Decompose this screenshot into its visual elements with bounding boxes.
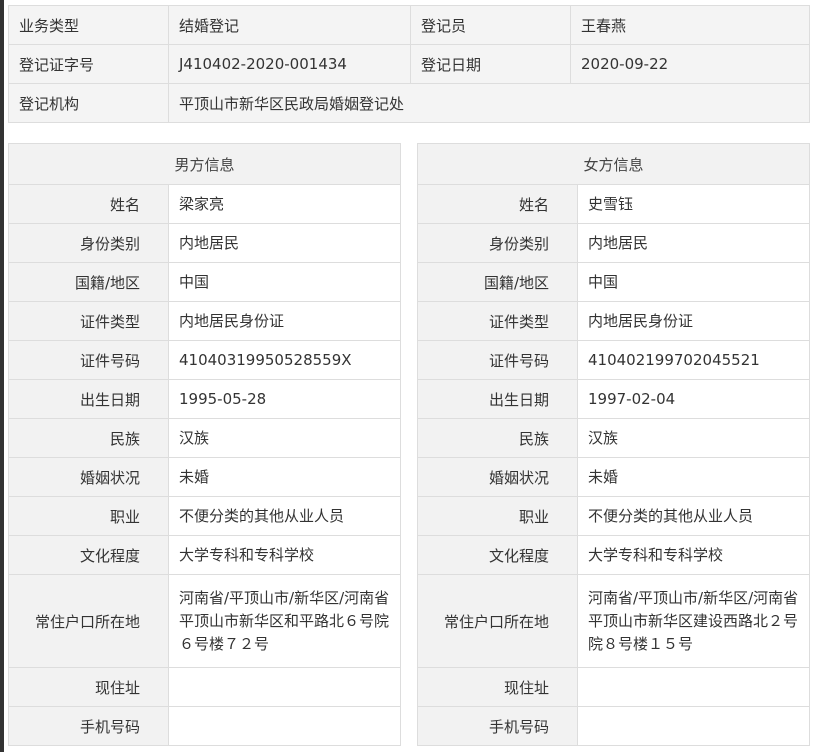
field-label: 姓名 bbox=[8, 184, 169, 224]
date-label: 登记日期 bbox=[410, 44, 571, 84]
table-row: 民族 汉族 bbox=[8, 418, 401, 458]
office-value: 平顶山市新华区民政局婚姻登记处 bbox=[168, 83, 810, 123]
field-label: 证件号码 bbox=[417, 340, 578, 380]
field-label: 身份类别 bbox=[417, 223, 578, 263]
field-value: 不便分类的其他从业人员 bbox=[168, 496, 401, 536]
field-value: 梁家亮 bbox=[168, 184, 401, 224]
registrar-value: 王春燕 bbox=[570, 5, 810, 45]
field-value: 1997-02-04 bbox=[577, 379, 810, 419]
field-value: 41040319950528559X bbox=[168, 340, 401, 380]
field-value: 河南省/平顶山市/新华区/河南省平顶山市新华区和平路北６号院６号楼７２号 bbox=[168, 574, 401, 668]
field-label: 民族 bbox=[8, 418, 169, 458]
table-row: 姓名 史雪钰 bbox=[417, 184, 810, 224]
table-row: 国籍/地区 中国 bbox=[8, 262, 401, 302]
field-value: 内地居民 bbox=[168, 223, 401, 263]
field-value: 河南省/平顶山市/新华区/河南省平顶山市新华区建设西路北２号院８号楼１５号 bbox=[577, 574, 810, 668]
male-info-title: 男方信息 bbox=[8, 143, 401, 185]
field-value: 未婚 bbox=[577, 457, 810, 497]
table-row: 现住址 bbox=[417, 667, 810, 707]
field-label: 职业 bbox=[417, 496, 578, 536]
table-row: 证件号码 410402199702045521 bbox=[417, 340, 810, 380]
field-label: 国籍/地区 bbox=[417, 262, 578, 302]
field-label: 身份类别 bbox=[8, 223, 169, 263]
female-info-title: 女方信息 bbox=[417, 143, 810, 185]
table-row: 手机号码 bbox=[417, 706, 810, 746]
field-value bbox=[168, 706, 401, 746]
cert-no-value: J410402-2020-001434 bbox=[168, 44, 411, 84]
field-label: 职业 bbox=[8, 496, 169, 536]
table-row: 婚姻状况 未婚 bbox=[8, 457, 401, 497]
date-value: 2020-09-22 bbox=[570, 44, 810, 84]
field-label: 文化程度 bbox=[8, 535, 169, 575]
table-row: 手机号码 bbox=[8, 706, 401, 746]
field-value: 中国 bbox=[577, 262, 810, 302]
registrar-label: 登记员 bbox=[410, 5, 571, 45]
field-label: 出生日期 bbox=[417, 379, 578, 419]
table-row: 文化程度 大学专科和专科学校 bbox=[8, 535, 401, 575]
field-label: 姓名 bbox=[417, 184, 578, 224]
field-value bbox=[577, 667, 810, 707]
table-row: 常住户口所在地 河南省/平顶山市/新华区/河南省平顶山市新华区建设西路北２号院８号… bbox=[417, 574, 810, 668]
field-value: 未婚 bbox=[168, 457, 401, 497]
table-row: 职业 不便分类的其他从业人员 bbox=[417, 496, 810, 536]
registration-summary-table: 业务类型 结婚登记 登记员 王春燕 登记证字号 J410402-2020-001… bbox=[8, 5, 810, 123]
field-label: 婚姻状况 bbox=[417, 457, 578, 497]
table-row: 登记证字号 J410402-2020-001434 登记日期 2020-09-2… bbox=[8, 44, 810, 84]
table-row: 业务类型 结婚登记 登记员 王春燕 bbox=[8, 5, 810, 45]
field-value bbox=[168, 667, 401, 707]
field-label: 国籍/地区 bbox=[8, 262, 169, 302]
table-row: 婚姻状况 未婚 bbox=[417, 457, 810, 497]
table-row: 身份类别 内地居民 bbox=[8, 223, 401, 263]
field-label: 文化程度 bbox=[417, 535, 578, 575]
window-edge bbox=[0, 0, 4, 752]
field-value: 内地居民身份证 bbox=[577, 301, 810, 341]
field-label: 证件类型 bbox=[8, 301, 169, 341]
field-value: 史雪钰 bbox=[577, 184, 810, 224]
table-row: 证件类型 内地居民身份证 bbox=[417, 301, 810, 341]
field-label: 现住址 bbox=[417, 667, 578, 707]
field-label: 手机号码 bbox=[417, 706, 578, 746]
field-label: 出生日期 bbox=[8, 379, 169, 419]
field-value: 汉族 bbox=[577, 418, 810, 458]
cert-no-label: 登记证字号 bbox=[8, 44, 169, 84]
field-value: 大学专科和专科学校 bbox=[168, 535, 401, 575]
table-row: 民族 汉族 bbox=[417, 418, 810, 458]
field-label: 常住户口所在地 bbox=[417, 574, 578, 668]
table-row: 国籍/地区 中国 bbox=[417, 262, 810, 302]
field-value: 不便分类的其他从业人员 bbox=[577, 496, 810, 536]
field-value: 内地居民身份证 bbox=[168, 301, 401, 341]
field-value: 大学专科和专科学校 bbox=[577, 535, 810, 575]
table-row: 现住址 bbox=[8, 667, 401, 707]
female-info-table: 女方信息 姓名 史雪钰 身份类别 内地居民 国籍/地区 中国 证件类型 内地居民身份证 证件号码 4… bbox=[417, 143, 810, 746]
table-row: 文化程度 大学专科和专科学校 bbox=[417, 535, 810, 575]
field-value bbox=[577, 706, 810, 746]
field-label: 证件类型 bbox=[417, 301, 578, 341]
field-label: 现住址 bbox=[8, 667, 169, 707]
field-label: 婚姻状况 bbox=[8, 457, 169, 497]
table-row: 证件号码 41040319950528559X bbox=[8, 340, 401, 380]
field-label: 民族 bbox=[417, 418, 578, 458]
office-label: 登记机构 bbox=[8, 83, 169, 123]
table-row: 姓名 梁家亮 bbox=[8, 184, 401, 224]
field-value: 1995-05-28 bbox=[168, 379, 401, 419]
table-row: 出生日期 1995-05-28 bbox=[8, 379, 401, 419]
table-row: 身份类别 内地居民 bbox=[417, 223, 810, 263]
table-row: 职业 不便分类的其他从业人员 bbox=[8, 496, 401, 536]
field-label: 常住户口所在地 bbox=[8, 574, 169, 668]
field-value: 410402199702045521 bbox=[577, 340, 810, 380]
table-row: 登记机构 平顶山市新华区民政局婚姻登记处 bbox=[8, 83, 810, 123]
field-label: 手机号码 bbox=[8, 706, 169, 746]
business-type-value: 结婚登记 bbox=[168, 5, 411, 45]
field-label: 证件号码 bbox=[8, 340, 169, 380]
field-value: 内地居民 bbox=[577, 223, 810, 263]
business-type-label: 业务类型 bbox=[8, 5, 169, 45]
table-row: 证件类型 内地居民身份证 bbox=[8, 301, 401, 341]
field-value: 中国 bbox=[168, 262, 401, 302]
male-info-table: 男方信息 姓名 梁家亮 身份类别 内地居民 国籍/地区 中国 证件类型 内地居民身份证 证件号码 4… bbox=[8, 143, 401, 746]
field-value: 汉族 bbox=[168, 418, 401, 458]
table-row: 常住户口所在地 河南省/平顶山市/新华区/河南省平顶山市新华区和平路北６号院６号楼… bbox=[8, 574, 401, 668]
table-row: 出生日期 1997-02-04 bbox=[417, 379, 810, 419]
